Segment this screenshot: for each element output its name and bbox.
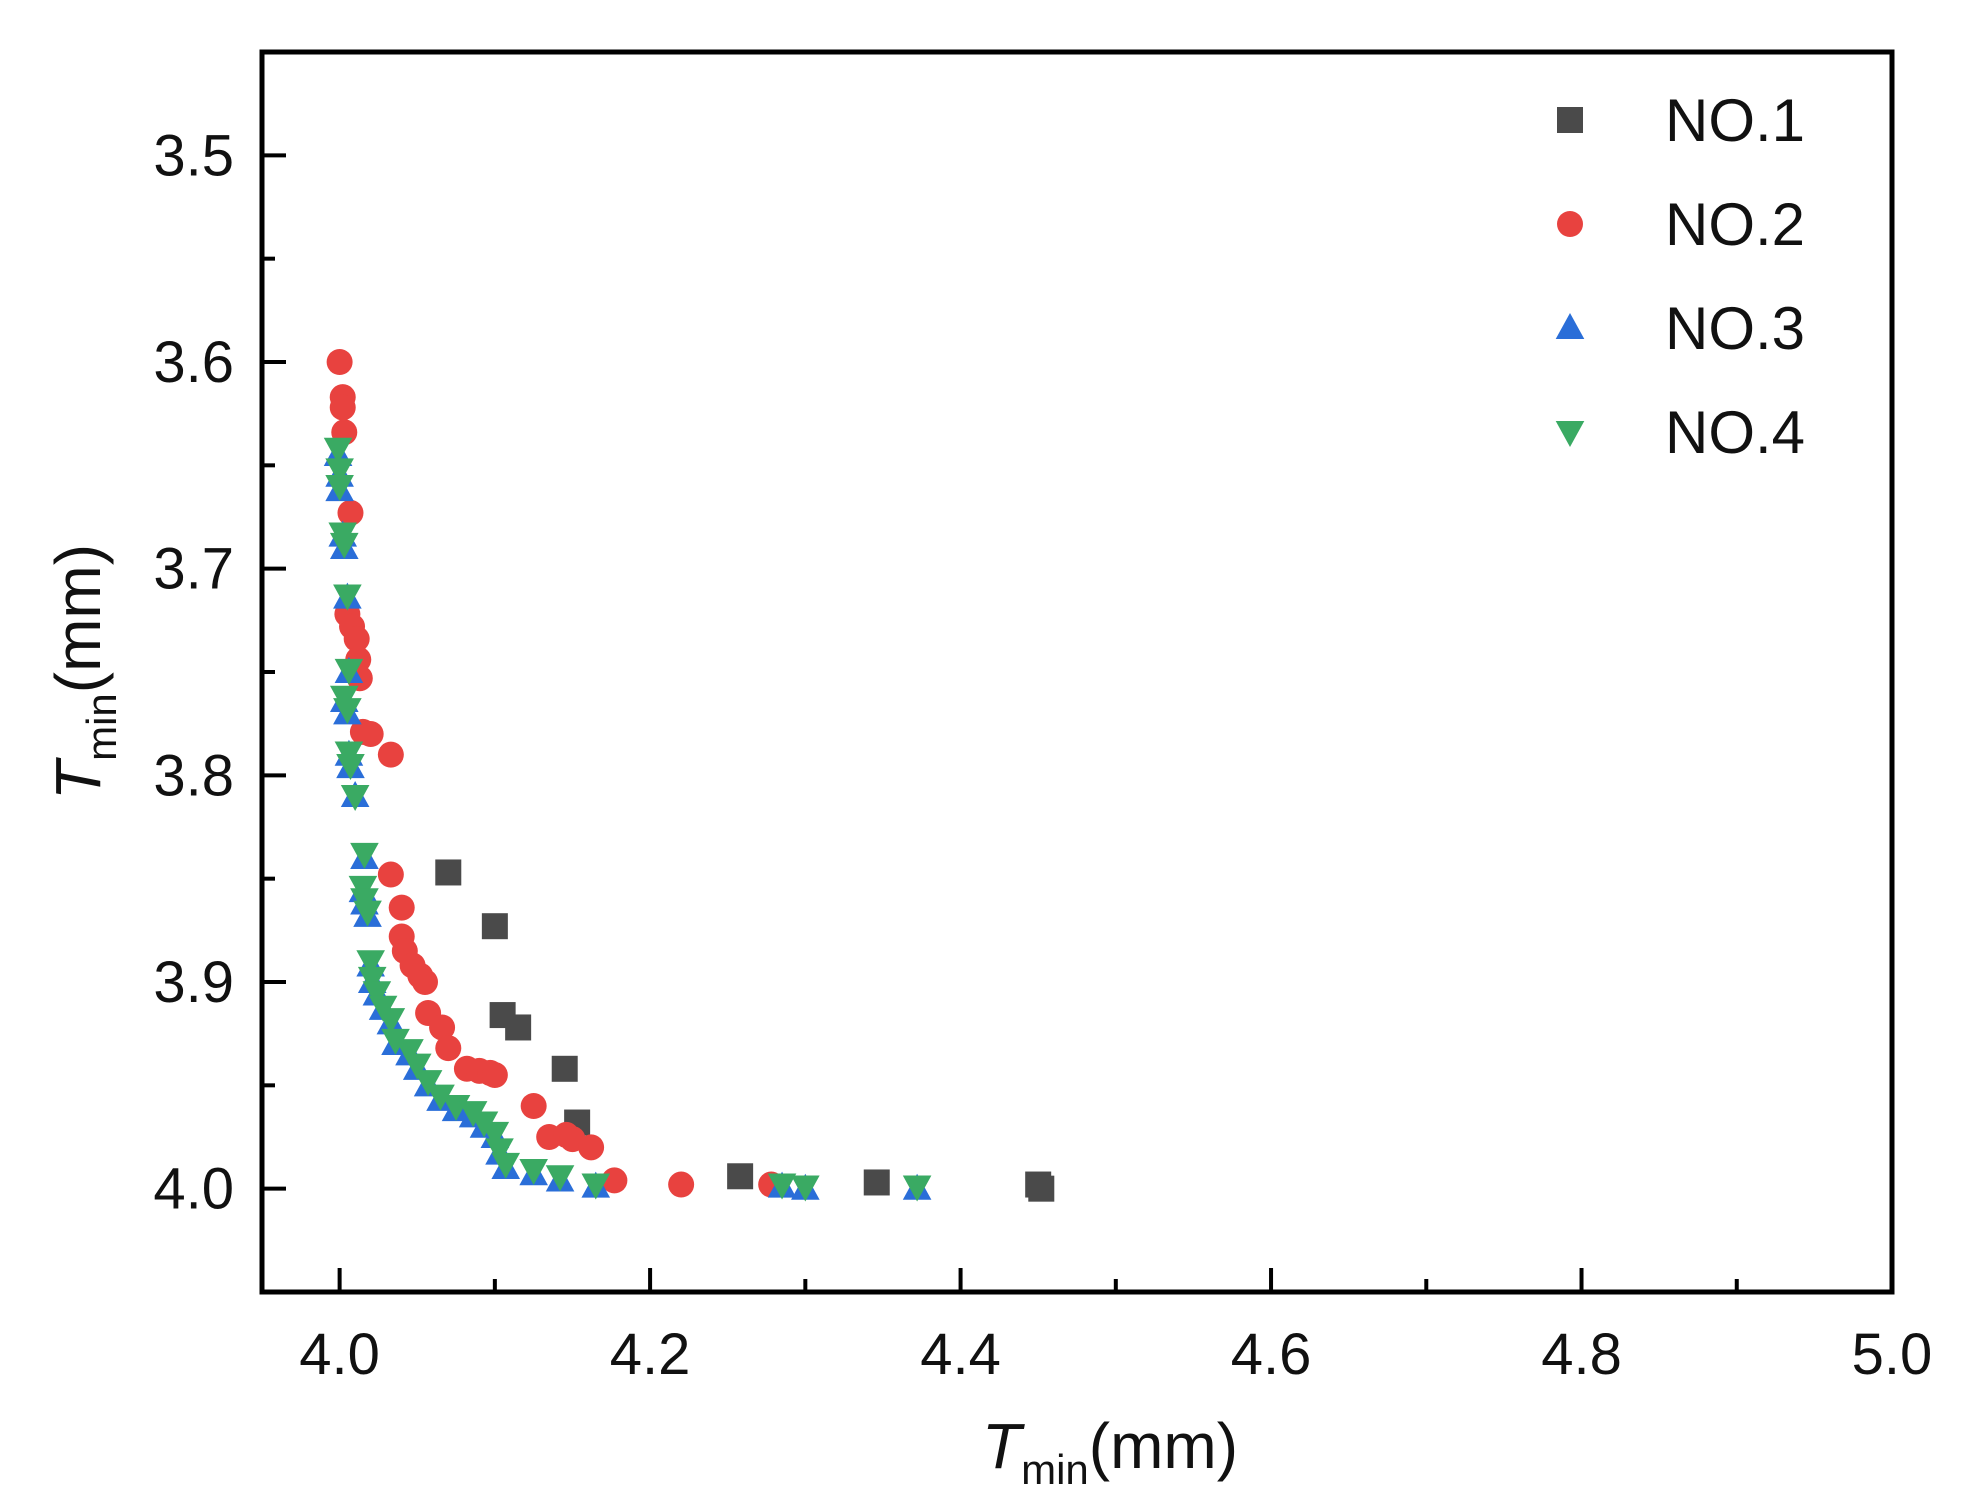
data-point [578, 1134, 605, 1161]
data-point [337, 499, 364, 526]
legend-item-2: NO.2 [1557, 191, 1805, 258]
x-axis-ticks: 4.0 4.2 4.4 4.6 4.8 5.0 [299, 1268, 1932, 1387]
data-point [343, 625, 370, 652]
data-point [791, 1175, 820, 1202]
data-point [429, 1014, 456, 1041]
data-point [505, 1014, 532, 1041]
data-point [412, 969, 438, 995]
data-point [545, 1165, 575, 1192]
data-point [519, 1159, 548, 1186]
y-tick-label: 3.7 [153, 537, 234, 602]
y-axis-title: Tmin(mm) [42, 544, 125, 800]
x-axis-title-symbol: T [982, 1410, 1025, 1482]
data-point [491, 1152, 521, 1179]
data-point [357, 966, 387, 993]
data-point [520, 1093, 547, 1119]
x-axis-title-subscript: min [1021, 1446, 1089, 1493]
x-axis-title-unit: (mm) [1089, 1410, 1238, 1482]
data-point [767, 1173, 797, 1200]
x-tick-label: 4.0 [299, 1322, 380, 1387]
legend-marker [1555, 420, 1585, 447]
data-point [326, 349, 353, 375]
data-point [727, 1163, 754, 1190]
data-point [481, 1062, 508, 1088]
legend-marker [1557, 211, 1583, 237]
data-point [402, 1053, 432, 1080]
y-axis-title-subscript: min [78, 693, 125, 761]
data-point [581, 1173, 611, 1200]
y-axis-title-unit: (mm) [42, 544, 114, 693]
y-tick-label: 3.8 [153, 743, 234, 808]
data-point [325, 458, 354, 485]
x-axis-title: Tmin(mm) [982, 1410, 1238, 1493]
data-point [333, 698, 362, 725]
series-4 [323, 437, 932, 1202]
data-point [325, 474, 354, 501]
data-point [435, 859, 462, 886]
data-point [426, 1084, 455, 1111]
data-point [333, 584, 362, 611]
y-tick-label: 3.9 [153, 950, 234, 1015]
data-point [902, 1175, 932, 1202]
legend-label: NO.1 [1665, 87, 1805, 154]
data-point [336, 753, 365, 780]
y-tick-label: 3.6 [153, 330, 234, 395]
legend-item-4: NO.4 [1555, 399, 1805, 466]
data-point [863, 1169, 890, 1196]
data-point [329, 532, 359, 559]
y-tick-label: 3.5 [153, 123, 234, 188]
series-2 [326, 349, 785, 1198]
legend-marker [1555, 313, 1585, 340]
data-point [381, 1028, 410, 1055]
legend-label: NO.2 [1665, 191, 1805, 258]
data-point [485, 1138, 514, 1165]
data-point [334, 658, 364, 685]
data-point [329, 394, 356, 421]
data-point [435, 1035, 462, 1062]
data-point [395, 1039, 424, 1066]
data-point [413, 1070, 443, 1097]
x-tick-label: 5.0 [1852, 1322, 1933, 1387]
legend-marker [1557, 107, 1583, 133]
legend-item-1: NO.1 [1557, 87, 1805, 154]
y-axis-title-symbol: T [42, 757, 114, 800]
data-point [357, 721, 384, 747]
y-tick-label: 4.0 [153, 1157, 234, 1222]
data-point [353, 900, 382, 927]
x-tick-label: 4.2 [610, 1322, 691, 1387]
legend-item-3: NO.3 [1555, 295, 1805, 362]
data-point [340, 784, 370, 811]
data-point [377, 741, 404, 768]
data-point [551, 1055, 578, 1082]
legend-label: NO.4 [1665, 399, 1805, 466]
data-point [668, 1171, 695, 1198]
data-point [377, 861, 404, 888]
data-point [350, 842, 379, 869]
data-points [323, 349, 1055, 1202]
data-point [481, 913, 508, 940]
data-point [388, 894, 415, 921]
y-axis-ticks: 3.5 3.6 3.7 3.8 3.9 4.0 [153, 123, 286, 1222]
data-point [1028, 1175, 1055, 1202]
x-tick-label: 4.6 [1231, 1322, 1312, 1387]
legend: NO.1 NO.2 NO.3 NO.4 [1555, 87, 1805, 466]
data-point [480, 1121, 510, 1148]
x-tick-label: 4.8 [1541, 1322, 1622, 1387]
data-point [323, 437, 353, 464]
legend-label: NO.3 [1665, 295, 1805, 362]
data-point [376, 1008, 406, 1035]
data-point [362, 981, 392, 1008]
x-tick-label: 4.4 [920, 1322, 1001, 1387]
series-1 [435, 859, 1055, 1202]
data-point [356, 950, 385, 977]
